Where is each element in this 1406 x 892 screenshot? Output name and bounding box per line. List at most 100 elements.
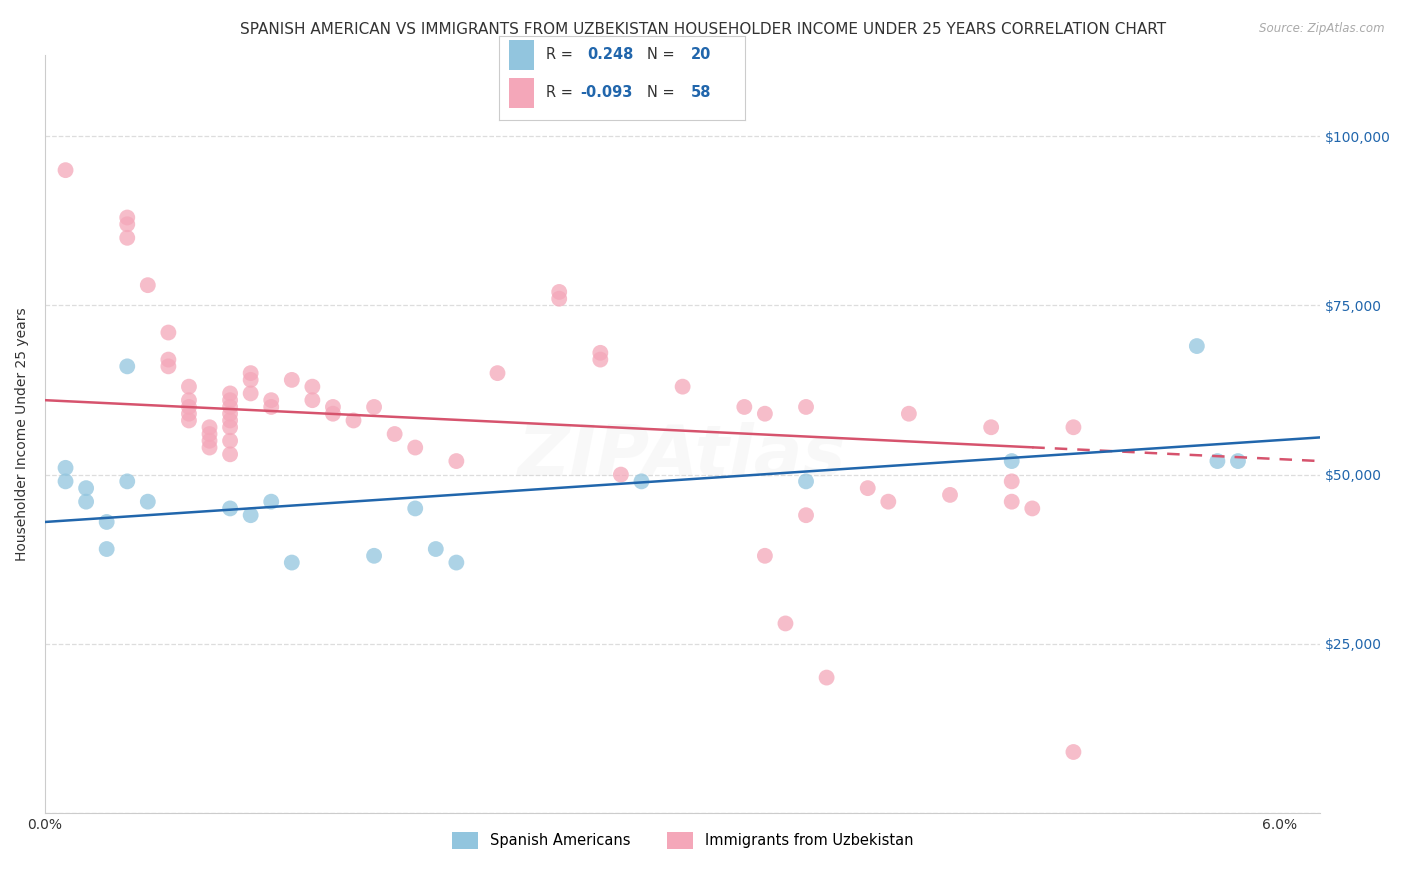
Point [219, 501, 242, 516]
Point [1062, 420, 1084, 434]
Point [1001, 494, 1024, 508]
Point [55, 460, 77, 475]
Point [117, 217, 139, 231]
Point [980, 420, 1002, 434]
Point [1227, 454, 1250, 468]
Point [877, 494, 900, 508]
Point [281, 556, 304, 570]
Point [322, 400, 344, 414]
Point [589, 352, 612, 367]
Point [794, 508, 817, 523]
Point [136, 494, 159, 508]
Text: Source: ZipAtlas.com: Source: ZipAtlas.com [1260, 22, 1385, 36]
Point [219, 386, 242, 401]
Point [1185, 339, 1208, 353]
Point [239, 386, 262, 401]
Text: R =: R = [546, 47, 578, 62]
Point [157, 352, 180, 367]
Point [486, 366, 509, 380]
Point [1021, 501, 1043, 516]
Point [55, 475, 77, 489]
Point [117, 475, 139, 489]
Point [177, 407, 200, 421]
Point [219, 420, 242, 434]
Point [754, 549, 776, 563]
Point [342, 413, 364, 427]
Text: SPANISH AMERICAN VS IMMIGRANTS FROM UZBEKISTAN HOUSEHOLDER INCOME UNDER 25 YEARS: SPANISH AMERICAN VS IMMIGRANTS FROM UZBE… [240, 22, 1166, 37]
Text: 58: 58 [692, 86, 711, 101]
Point [96, 515, 118, 529]
FancyBboxPatch shape [509, 40, 534, 70]
Point [177, 413, 200, 427]
Y-axis label: Householder Income Under 25 years: Householder Income Under 25 years [15, 307, 30, 561]
Point [198, 427, 221, 442]
Point [794, 475, 817, 489]
Point [55, 163, 77, 178]
Point [239, 366, 262, 380]
Point [75, 494, 97, 508]
Point [610, 467, 633, 482]
Point [672, 379, 695, 393]
Point [239, 508, 262, 523]
Point [775, 616, 797, 631]
Point [589, 346, 612, 360]
Point [219, 407, 242, 421]
Text: -0.093: -0.093 [581, 86, 633, 101]
Point [219, 434, 242, 448]
Point [117, 211, 139, 225]
FancyBboxPatch shape [509, 78, 534, 108]
Point [630, 475, 652, 489]
Point [219, 413, 242, 427]
Point [1206, 454, 1229, 468]
Point [322, 407, 344, 421]
Point [239, 373, 262, 387]
Point [1001, 475, 1024, 489]
Text: N =: N = [647, 47, 679, 62]
Point [897, 407, 920, 421]
Legend: Spanish Americans, Immigrants from Uzbekistan: Spanish Americans, Immigrants from Uzbek… [446, 826, 920, 855]
Point [301, 379, 323, 393]
Point [404, 441, 426, 455]
Point [198, 434, 221, 448]
Point [260, 393, 283, 408]
Point [363, 400, 385, 414]
Text: 20: 20 [692, 47, 711, 62]
Point [219, 393, 242, 408]
Point [1001, 454, 1024, 468]
Point [363, 549, 385, 563]
Point [446, 454, 468, 468]
Point [136, 278, 159, 293]
Point [219, 400, 242, 414]
Point [75, 481, 97, 495]
Text: R =: R = [546, 86, 578, 101]
Text: ZIPAtlas: ZIPAtlas [519, 422, 846, 491]
Text: N =: N = [647, 86, 679, 101]
Point [260, 400, 283, 414]
Point [404, 501, 426, 516]
Point [384, 427, 406, 442]
Point [1062, 745, 1084, 759]
Point [177, 393, 200, 408]
Point [177, 379, 200, 393]
Point [219, 447, 242, 461]
Text: 0.248: 0.248 [588, 47, 634, 62]
Point [548, 292, 571, 306]
Point [260, 494, 283, 508]
Point [96, 542, 118, 557]
Point [446, 556, 468, 570]
Point [733, 400, 755, 414]
Point [301, 393, 323, 408]
Point [815, 671, 838, 685]
Point [548, 285, 571, 299]
Point [856, 481, 879, 495]
Point [117, 231, 139, 245]
Point [177, 400, 200, 414]
Point [794, 400, 817, 414]
Point [281, 373, 304, 387]
Point [939, 488, 962, 502]
Point [754, 407, 776, 421]
Point [198, 441, 221, 455]
Point [157, 326, 180, 340]
Point [425, 542, 447, 557]
Point [198, 420, 221, 434]
